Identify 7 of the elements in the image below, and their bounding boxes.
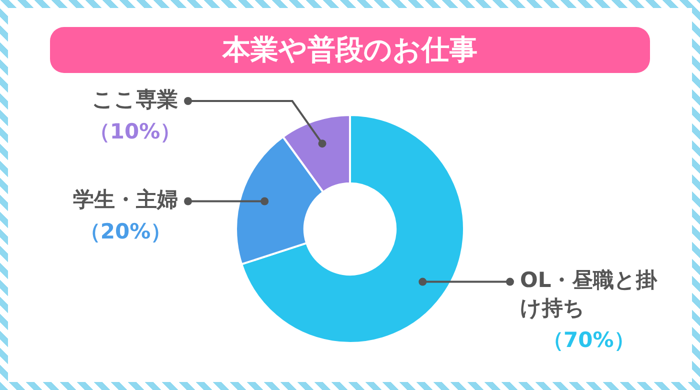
data-label: （70%） <box>542 328 635 352</box>
slice-label: 学生・主婦 <box>73 188 178 212</box>
slice-label: ここ専業 <box>92 87 178 112</box>
data-label: （10%） <box>88 119 182 144</box>
data-label: （20%） <box>79 220 172 244</box>
chart-title: 本業や普段のお仕事 <box>50 27 650 73</box>
slice-label: OL・昼職と掛け持ち <box>520 268 658 320</box>
